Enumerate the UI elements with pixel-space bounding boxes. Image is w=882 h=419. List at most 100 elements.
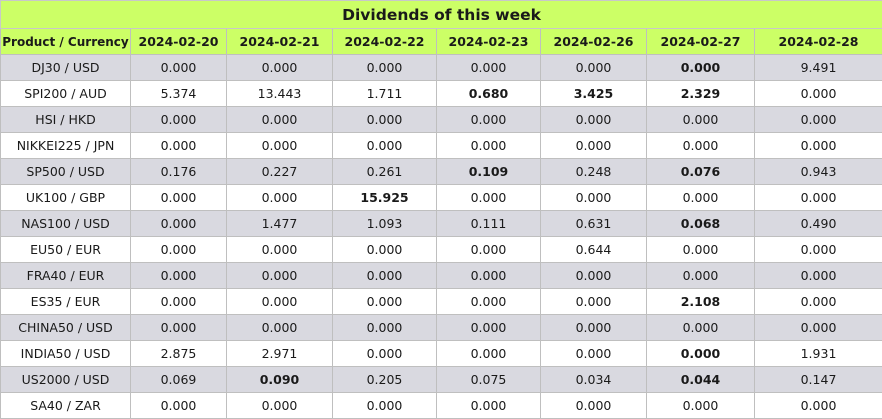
dividend-cell: 0.000 [227,107,333,133]
product-cell: SP500 / USD [1,159,131,185]
dividend-cell: 5.374 [131,81,227,107]
dividend-cell: 0.000 [755,289,882,315]
dividend-cell: 0.000 [333,393,437,419]
dividend-cell: 0.000 [647,341,755,367]
dividend-cell: 0.000 [541,55,647,81]
dividend-cell: 0.000 [131,211,227,237]
dividend-cell: 1.711 [333,81,437,107]
dividend-cell: 0.069 [131,367,227,393]
dividend-cell: 0.000 [647,393,755,419]
dividend-cell: 0.248 [541,159,647,185]
dividend-cell: 0.000 [755,263,882,289]
dividend-cell: 2.108 [647,289,755,315]
dividend-cell: 0.000 [755,185,882,211]
dividend-cell: 0.075 [437,367,541,393]
product-cell: US2000 / USD [1,367,131,393]
product-cell: ES35 / EUR [1,289,131,315]
dividend-cell: 0.227 [227,159,333,185]
dividend-cell: 13.443 [227,81,333,107]
column-header-date: 2024-02-23 [437,29,541,55]
dividend-cell: 0.680 [437,81,541,107]
dividend-cell: 0.000 [647,133,755,159]
dividend-cell: 0.000 [541,107,647,133]
dividend-cell: 0.000 [647,185,755,211]
dividend-cell: 0.000 [437,341,541,367]
dividend-cell: 0.000 [437,237,541,263]
dividend-cell: 0.000 [333,133,437,159]
table-title-row: Dividends of this week [1,1,882,29]
dividend-cell: 0.000 [437,263,541,289]
product-cell: SPI200 / AUD [1,81,131,107]
dividend-cell: 0.631 [541,211,647,237]
dividend-cell: 0.000 [755,133,882,159]
dividend-cell: 0.090 [227,367,333,393]
product-cell: NIKKEI225 / JPN [1,133,131,159]
dividend-cell: 0.000 [755,237,882,263]
dividend-cell: 0.000 [131,289,227,315]
product-cell: INDIA50 / USD [1,341,131,367]
dividend-cell: 0.000 [437,55,541,81]
dividend-cell: 0.000 [131,263,227,289]
dividend-cell: 0.000 [131,315,227,341]
column-header-date: 2024-02-21 [227,29,333,55]
dividend-cell: 0.000 [437,185,541,211]
dividend-cell: 0.000 [541,393,647,419]
dividend-cell: 0.111 [437,211,541,237]
dividend-cell: 1.931 [755,341,882,367]
product-cell: FRA40 / EUR [1,263,131,289]
dividend-cell: 0.176 [131,159,227,185]
dividend-cell: 0.147 [755,367,882,393]
dividend-cell: 0.000 [131,393,227,419]
dividend-cell: 0.000 [227,289,333,315]
dividend-cell: 0.000 [755,393,882,419]
table-title: Dividends of this week [1,1,882,29]
dividend-cell: 0.000 [333,237,437,263]
dividend-cell: 0.644 [541,237,647,263]
dividend-cell: 0.000 [541,289,647,315]
dividend-cell: 0.490 [755,211,882,237]
dividend-cell: 0.076 [647,159,755,185]
product-cell: NAS100 / USD [1,211,131,237]
dividend-cell: 0.000 [333,341,437,367]
dividend-cell: 0.000 [131,107,227,133]
dividend-cell: 0.000 [227,315,333,341]
dividend-cell: 9.491 [755,55,882,81]
dividend-cell: 0.109 [437,159,541,185]
product-cell: CHINA50 / USD [1,315,131,341]
dividend-cell: 15.925 [333,185,437,211]
dividend-cell: 3.425 [541,81,647,107]
dividend-cell: 0.000 [227,185,333,211]
dividend-cell: 0.000 [647,237,755,263]
dividend-cell: 0.000 [647,55,755,81]
dividend-cell: 0.000 [437,393,541,419]
dividend-cell: 0.000 [541,133,647,159]
dividend-cell: 0.000 [647,263,755,289]
dividend-cell: 0.000 [333,107,437,133]
dividend-cell: 0.000 [333,55,437,81]
dividend-cell: 0.000 [541,341,647,367]
dividend-cell: 0.000 [755,315,882,341]
dividend-cell: 2.971 [227,341,333,367]
dividend-cell: 0.000 [227,393,333,419]
dividend-cell: 0.000 [647,315,755,341]
dividend-cell: 0.000 [541,185,647,211]
dividend-cell: 1.477 [227,211,333,237]
dividend-cell: 0.000 [755,81,882,107]
dividend-cell: 0.044 [647,367,755,393]
column-header-date: 2024-02-26 [541,29,647,55]
column-header-product: Product / Currency [1,29,131,55]
dividend-cell: 0.000 [131,185,227,211]
dividend-cell: 0.068 [647,211,755,237]
dividend-cell: 0.000 [755,107,882,133]
column-header-date: 2024-02-27 [647,29,755,55]
